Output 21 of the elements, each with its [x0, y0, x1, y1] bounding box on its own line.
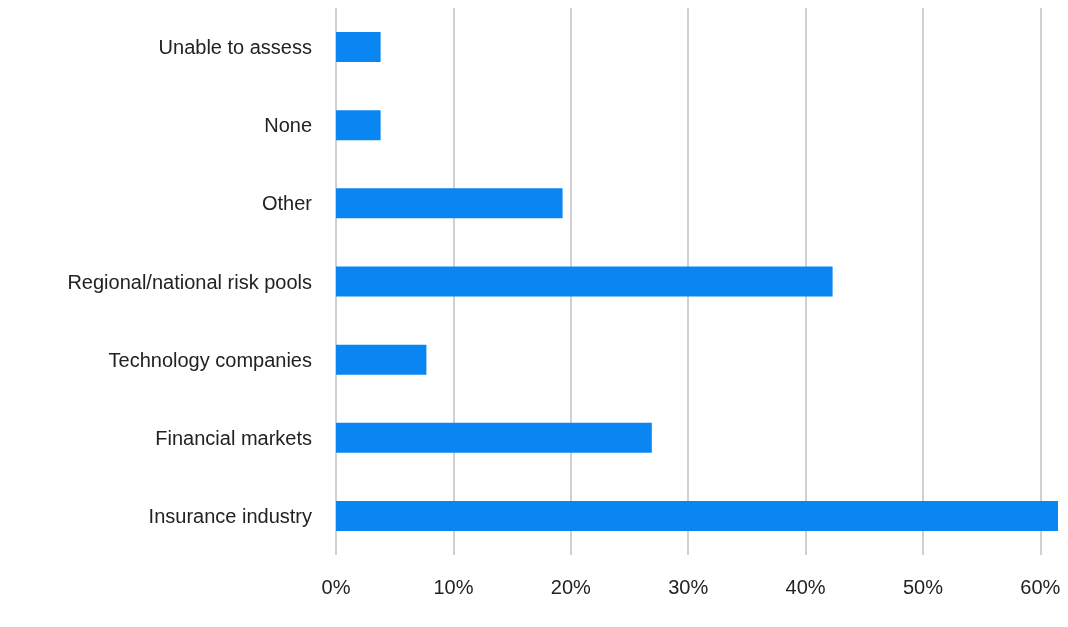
bar [336, 32, 381, 63]
bar [336, 500, 1058, 531]
y-tick-label: Regional/national risk pools [67, 270, 312, 293]
x-tick-label: 60% [1020, 576, 1061, 598]
x-tick-label: 0% [321, 576, 351, 598]
y-tick-label: Other [261, 192, 313, 215]
x-tick-label: 10% [433, 576, 474, 598]
x-tick-label: 30% [668, 576, 709, 598]
bar [336, 110, 381, 141]
x-tick-label: 50% [902, 576, 944, 598]
bar [336, 266, 833, 297]
y-tick-label: None [264, 114, 312, 137]
y-tick-label: Technology companies [108, 348, 312, 371]
x-tick-label: 40% [785, 576, 826, 598]
bar [336, 188, 563, 219]
bar [336, 344, 427, 375]
bar [336, 422, 652, 453]
x-tick-label: 20% [550, 576, 592, 598]
y-tick-label: Insurance industry [148, 504, 312, 527]
y-tick-label: Financial markets [155, 426, 312, 449]
y-tick-label: Unable to assess [158, 36, 312, 59]
